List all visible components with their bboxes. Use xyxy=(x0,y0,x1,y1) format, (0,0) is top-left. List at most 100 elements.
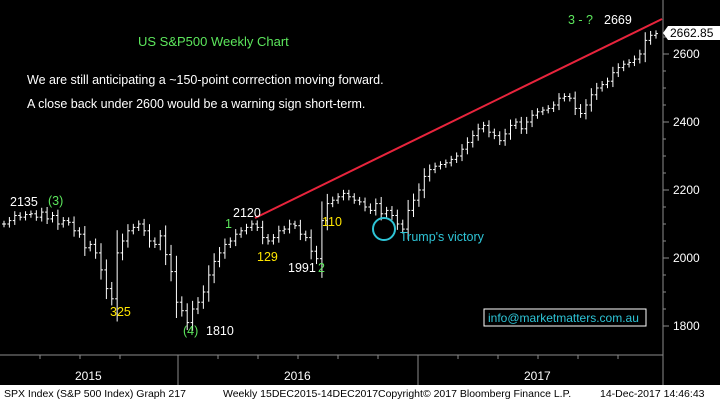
x-tick-2016: 2016 xyxy=(284,369,311,383)
ohlc-bar xyxy=(115,230,120,322)
footer-timestamp: 14-Dec-2017 14:46:43 xyxy=(600,388,705,400)
ohlc-bar xyxy=(77,227,82,238)
ohlc-bar xyxy=(195,297,200,315)
ohlc-bar xyxy=(427,164,432,182)
annotation-wave-3-paren: (3) xyxy=(48,194,63,208)
ohlc-bar xyxy=(583,99,588,120)
annotation-2669: 2669 xyxy=(604,13,632,27)
ohlc-bar xyxy=(88,240,93,252)
ohlc-bar xyxy=(557,93,562,111)
x-axis-year-separators xyxy=(177,355,664,385)
ohlc-bar xyxy=(470,130,475,148)
y-tick-label: 1800 xyxy=(673,319,700,333)
ohlc-bar xyxy=(61,217,66,228)
ohlc-bar xyxy=(12,211,17,225)
ohlc-bar xyxy=(476,123,481,141)
ohlc-bar xyxy=(627,59,632,68)
ohlc-bar xyxy=(632,55,637,67)
ohlc-bar xyxy=(212,253,217,284)
commentary-line-1: We are still anticipating a ~150-point c… xyxy=(27,73,384,87)
email-box xyxy=(483,308,647,327)
ohlc-bar xyxy=(298,219,303,241)
ohlc-bar xyxy=(562,93,567,102)
ohlc-bar xyxy=(55,209,60,230)
ohlc-bar xyxy=(395,209,400,230)
ohlc-bar xyxy=(643,32,648,63)
ohlc-bars xyxy=(2,30,658,331)
ohlc-bar xyxy=(217,247,222,268)
y-axis-ticks: 1800 2000 2200 2400 2600 xyxy=(663,36,700,333)
chart-title: US S&P500 Weekly Chart xyxy=(138,34,289,49)
ohlc-bar xyxy=(50,211,55,223)
ohlc-bar xyxy=(422,168,427,199)
ohlc-bar xyxy=(546,105,551,114)
ohlc-bar xyxy=(276,225,281,243)
ohlc-bar xyxy=(465,137,470,155)
ohlc-bar xyxy=(357,196,362,206)
ohlc-bar xyxy=(341,189,346,201)
ohlc-bar xyxy=(244,223,249,235)
annotation-trump-victory: Trump's victory xyxy=(400,230,485,244)
ohlc-bar xyxy=(201,285,206,309)
ohlc-bar xyxy=(486,120,491,138)
ohlc-bar xyxy=(411,193,416,218)
ohlc-bar xyxy=(66,217,71,226)
y-tick-label: 2200 xyxy=(673,183,700,197)
ohlc-bar xyxy=(363,197,368,212)
annotation-wave-4-paren: (4) xyxy=(183,324,198,338)
annotation-1991: 1991 xyxy=(288,261,316,275)
ohlc-bar xyxy=(93,238,98,259)
ohlc-bar xyxy=(389,206,394,220)
annotation-wave-1: 1 xyxy=(225,217,232,231)
ohlc-bar xyxy=(373,198,378,216)
ohlc-bar xyxy=(152,237,157,248)
commentary-line-2: A close back under 2600 would be a warni… xyxy=(27,97,365,111)
y-tick-label: 2400 xyxy=(673,115,700,129)
annotation-129: 129 xyxy=(257,250,278,264)
ohlc-bar xyxy=(190,300,195,331)
ohlc-bar xyxy=(266,234,271,245)
ohlc-bar xyxy=(39,207,44,222)
ohlc-bar xyxy=(255,220,260,231)
ohlc-bar xyxy=(319,201,324,278)
ohlc-bar xyxy=(589,88,594,112)
ohlc-bar xyxy=(567,93,572,102)
ohlc-bar xyxy=(131,223,136,235)
ohlc-bar xyxy=(530,110,535,128)
ohlc-bar xyxy=(610,66,615,88)
trump-victory-marker xyxy=(372,217,396,241)
ohlc-bar xyxy=(179,296,184,317)
ohlc-bar xyxy=(336,193,341,204)
last-value-label: 2662.85 xyxy=(670,26,714,40)
ohlc-bar xyxy=(28,210,33,218)
x-tick-2017: 2017 xyxy=(524,369,551,383)
email-label[interactable]: info@marketmatters.com.au xyxy=(488,311,639,325)
ohlc-bar xyxy=(616,63,621,78)
ohlc-bar xyxy=(346,189,351,201)
ohlc-bar xyxy=(282,225,287,235)
ohlc-bar xyxy=(287,219,292,234)
chart-background xyxy=(0,0,720,385)
ohlc-bar xyxy=(573,91,578,116)
ohlc-bar xyxy=(352,193,357,204)
ohlc-bar xyxy=(497,131,502,146)
ohlc-bar xyxy=(249,220,254,231)
ohlc-bar xyxy=(142,218,147,236)
annotation-1810: 1810 xyxy=(206,324,234,338)
ohlc-bar xyxy=(169,244,174,282)
sp500-weekly-chart: 1800 2000 2200 2400 2600 2662.85 2015 2016 2… xyxy=(0,0,720,385)
y-tick-label: 2600 xyxy=(673,47,700,61)
ohlc-bar xyxy=(72,216,77,237)
ohlc-bar xyxy=(535,108,540,119)
ohlc-bar xyxy=(206,265,211,302)
bloomberg-footer: SPX Index (S&P 500 Index) Graph 217 Week… xyxy=(0,385,720,403)
ohlc-bar xyxy=(637,49,642,64)
ohlc-bar xyxy=(228,237,233,248)
ohlc-bar xyxy=(654,30,658,39)
ohlc-bar xyxy=(125,224,130,248)
footer-period: Weekly 15DEC2015-14DEC2017 xyxy=(223,388,379,400)
ohlc-bar xyxy=(109,281,114,306)
ohlc-bar xyxy=(594,82,599,100)
ohlc-bar xyxy=(147,224,152,248)
ohlc-bar xyxy=(104,259,109,300)
